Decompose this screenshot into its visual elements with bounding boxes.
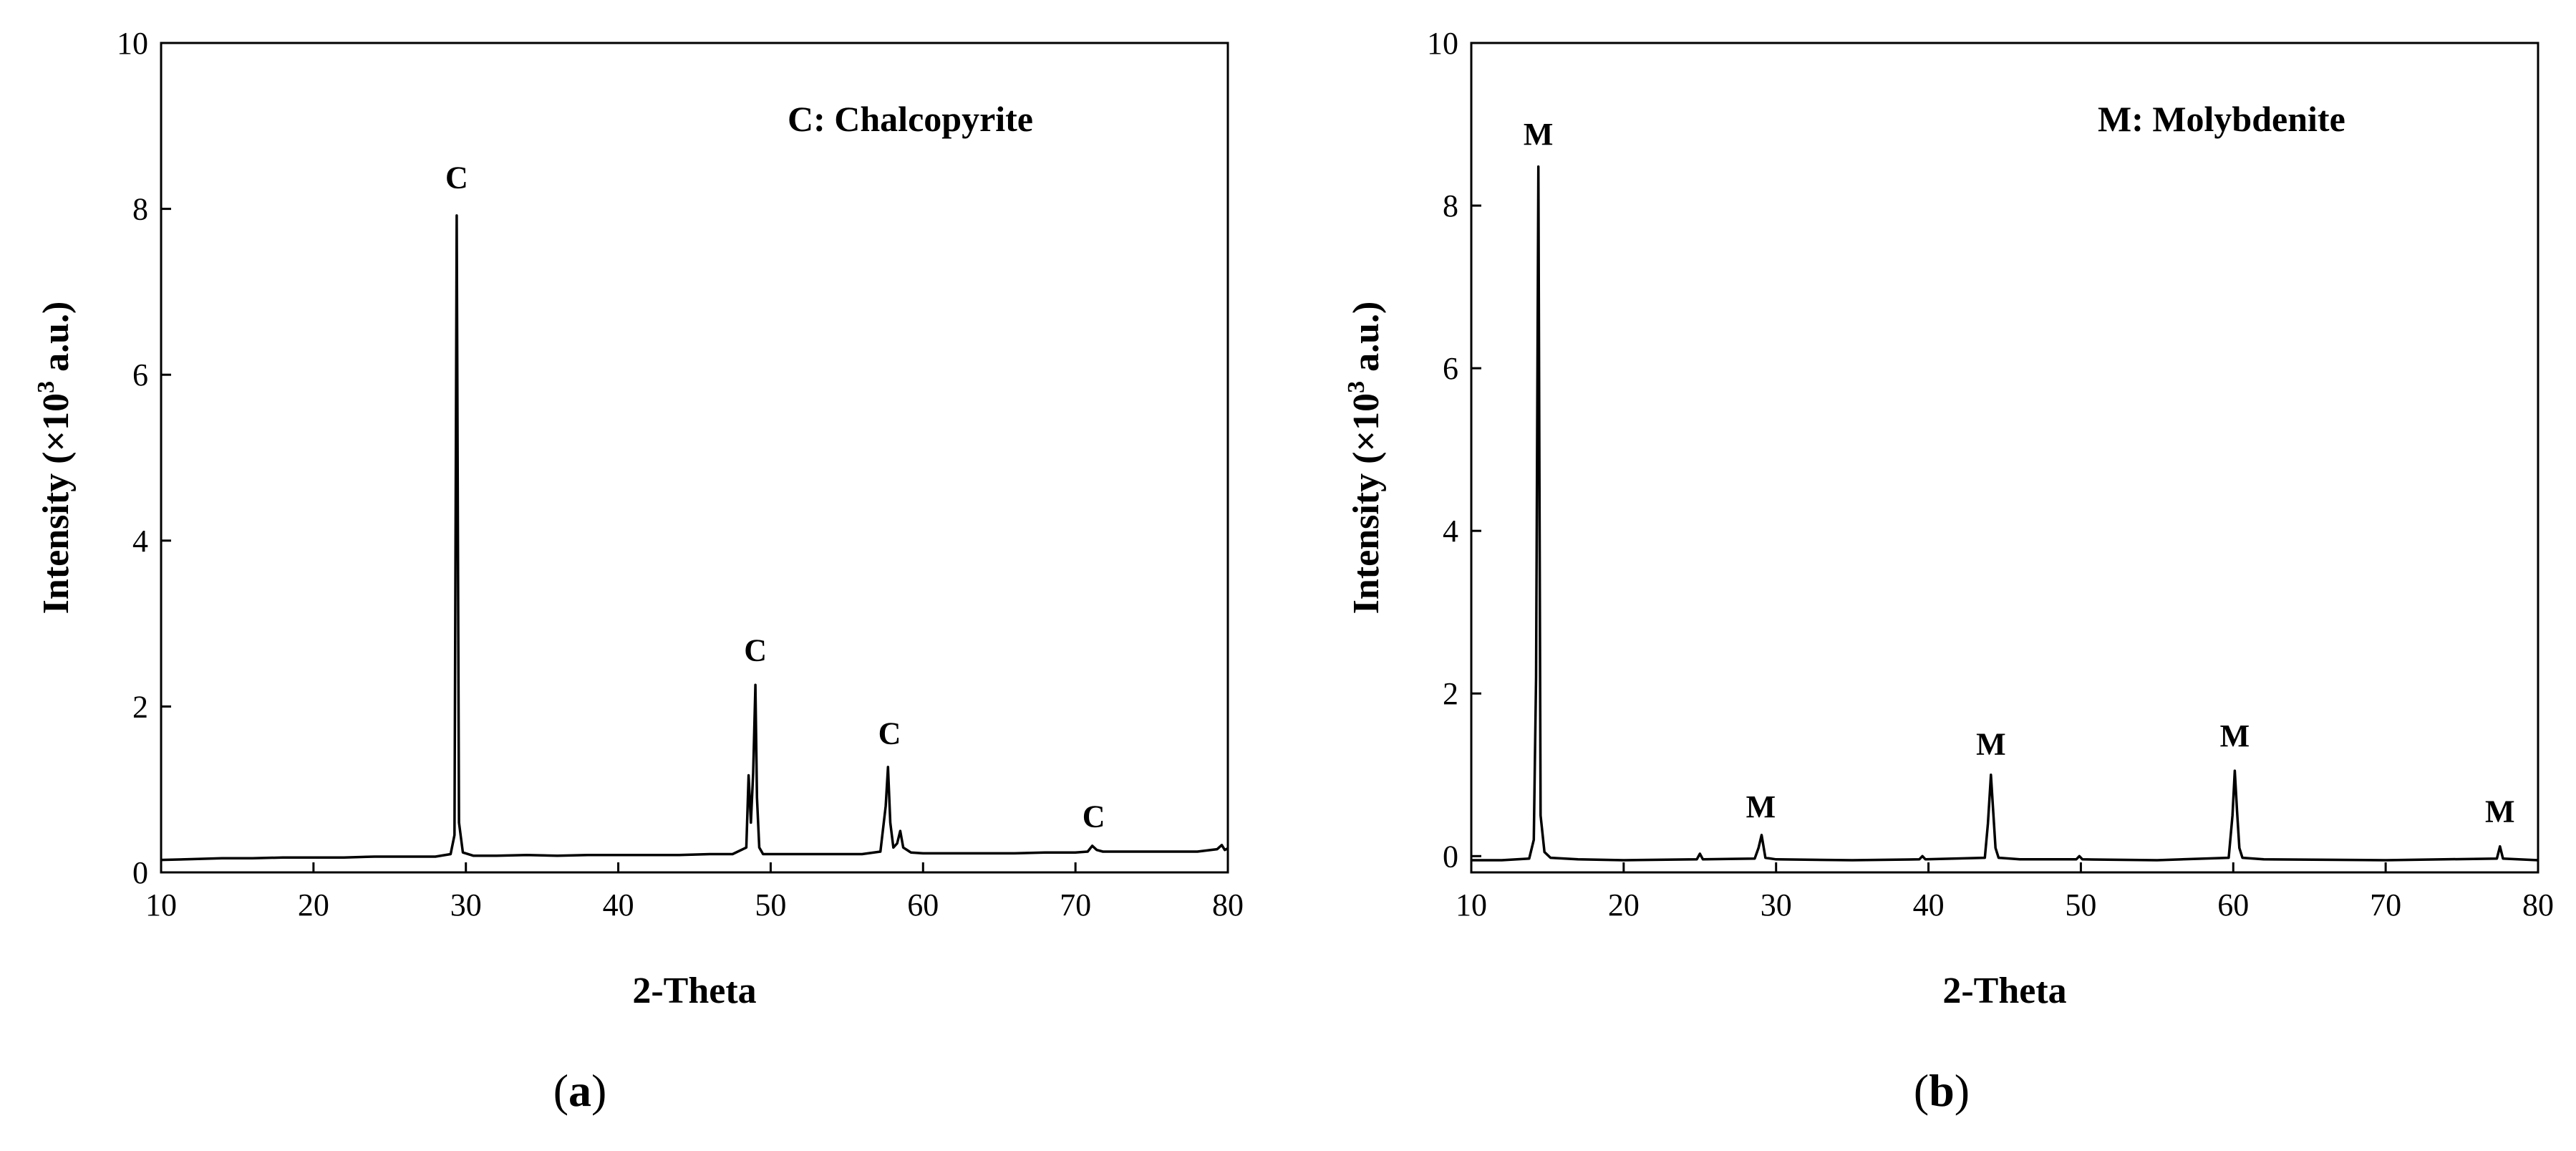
xrd-pattern-line	[1471, 165, 2539, 862]
x-axis-label: 2-Theta	[632, 971, 756, 1011]
xrd-pattern-line	[160, 214, 1229, 862]
x-tick-label: 60	[907, 887, 939, 923]
phase-legend: M: Molybdenite	[2098, 99, 2345, 139]
x-tick-label: 20	[1608, 887, 1640, 923]
y-axis-label-main: Intensity (×10	[1346, 393, 1387, 614]
peak-label: C	[744, 633, 767, 668]
y-tick-label: 8	[132, 192, 148, 227]
x-tick-label: 10	[1456, 887, 1487, 923]
y-axis-label-main: Intensity (×10	[36, 393, 77, 614]
y-tick-label: 2	[132, 689, 148, 724]
plot-frame	[1470, 42, 2539, 874]
peak-label: M	[1524, 117, 1554, 152]
y-tick-label: 0	[1443, 839, 1458, 874]
x-tick-label: 30	[450, 887, 482, 923]
y-axis-label-unit: a.u.)	[1346, 302, 1387, 381]
y-axis-label: Intensity (×103 a.u.)	[1343, 302, 1387, 615]
y-tick-label: 2	[1443, 676, 1458, 711]
panel-caption-a: (a)	[553, 1065, 607, 1116]
x-tick-label: 60	[2217, 887, 2249, 923]
x-tick-label: 40	[1913, 887, 1945, 923]
peak-label: C	[878, 716, 901, 751]
y-axis-label: Intensity (×103 a.u.)	[33, 302, 77, 615]
peak-label: C	[1083, 799, 1105, 834]
peak-label: M	[2485, 794, 2515, 829]
y-tick-label: 8	[1443, 188, 1458, 223]
y-tick-label: 6	[132, 357, 148, 393]
y-axis-label-exponent: 3	[1343, 381, 1370, 393]
peak-label: M	[1746, 789, 1776, 824]
phase-legend: C: Chalcopyrite	[788, 99, 1033, 139]
panel-letter-a: a	[568, 1065, 591, 1116]
peak-label: M	[2220, 718, 2250, 753]
chart-panel-a: 10 20 30 40 50 60 70 80 0 2 4 6 8 10 C C C C C: Chalcopyri…	[33, 26, 1244, 1011]
x-tick-label: 30	[1761, 887, 1792, 923]
x-tick-label: 50	[755, 887, 786, 923]
panel-letter-b: b	[1929, 1065, 1955, 1116]
plot-frame	[160, 42, 1229, 874]
x-tick-label: 10	[145, 887, 177, 923]
panel-caption-b: (b)	[1913, 1065, 1970, 1116]
x-tick-label: 50	[2065, 887, 2096, 923]
y-tick-label: 4	[1443, 514, 1458, 549]
peak-label: C	[445, 160, 468, 196]
chart-panel-b: 10 20 30 40 50 60 70 80 0 2 4 6 8 10 M M M M M M: Molybdeni…	[1343, 26, 2554, 1011]
y-tick-label: 10	[117, 26, 148, 61]
y-tick-label: 6	[1443, 351, 1458, 386]
x-axis-label: 2-Theta	[1942, 971, 2066, 1011]
y-tick-label: 0	[132, 855, 148, 890]
x-tick-label: 80	[2522, 887, 2554, 923]
x-tick-label: 40	[603, 887, 634, 923]
y-tick-label: 10	[1427, 26, 1458, 61]
x-tick-label: 80	[1212, 887, 1244, 923]
y-axis-label-exponent: 3	[33, 381, 59, 393]
x-tick-label: 20	[298, 887, 329, 923]
x-tick-label: 70	[2370, 887, 2401, 923]
y-axis-label-unit: a.u.)	[36, 302, 77, 381]
x-tick-label: 70	[1060, 887, 1091, 923]
y-tick-label: 4	[132, 524, 148, 559]
peak-label: M	[1976, 726, 2006, 761]
